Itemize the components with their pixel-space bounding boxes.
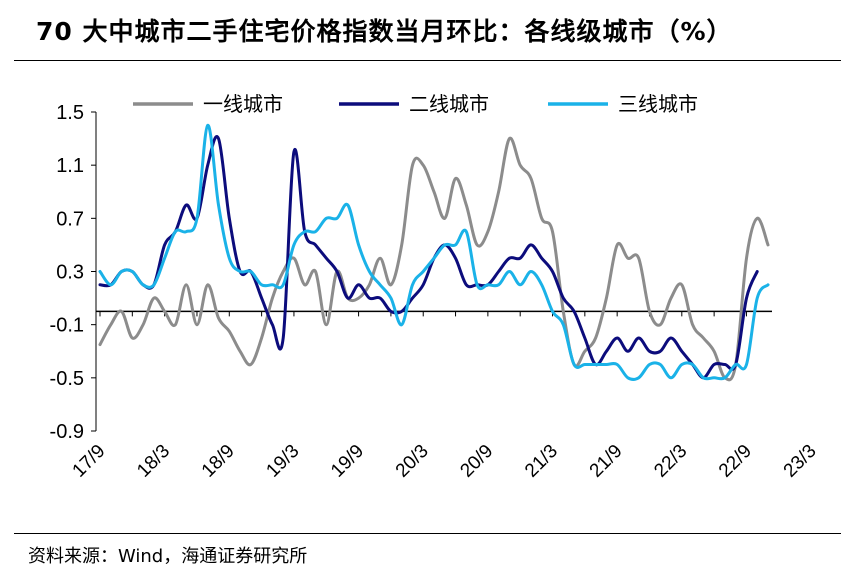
x-tick-label: 22/9 bbox=[715, 441, 756, 482]
source-note: 资料来源：Wind，海通证券研究所 bbox=[28, 546, 308, 567]
x-tick-label: 20/9 bbox=[456, 441, 497, 482]
x-tick-label: 18/9 bbox=[198, 441, 239, 482]
y-tick-label: -0.5 bbox=[50, 368, 84, 390]
series-lines bbox=[98, 123, 770, 382]
x-tick-label: 17/9 bbox=[69, 441, 110, 482]
series-line-tier3 bbox=[98, 123, 770, 381]
line-chart: -0.9 -0.5 -0.1 0.3 0.7 1.1 1.5 17/9 18/3 18/9 19/… bbox=[50, 93, 821, 482]
y-tick-label: 0.3 bbox=[56, 262, 84, 284]
y-tick-label: 0.7 bbox=[56, 208, 84, 230]
title-rule bbox=[14, 60, 841, 61]
x-tick-label: 20/3 bbox=[392, 441, 433, 482]
x-tick-label: 19/3 bbox=[262, 441, 303, 482]
x-tick-label: 19/9 bbox=[327, 441, 368, 482]
chart-title: 70 大中城市二手住宅价格指数当月环比：各线级城市（%） bbox=[36, 17, 733, 46]
legend: 一线城市 二线城市 三线城市 bbox=[133, 93, 698, 116]
x-tick-label: 18/3 bbox=[133, 441, 174, 482]
legend-label: 二线城市 bbox=[409, 93, 489, 116]
legend-label: 一线城市 bbox=[203, 93, 283, 116]
x-tick-label: 21/9 bbox=[586, 441, 627, 482]
y-tick-label: -0.9 bbox=[50, 421, 84, 443]
x-tick-label: 23/3 bbox=[780, 441, 821, 482]
y-tick-label: 1.5 bbox=[56, 102, 84, 124]
legend-label: 三线城市 bbox=[618, 93, 698, 116]
x-tick-label: 22/3 bbox=[650, 441, 691, 482]
footer-rule bbox=[14, 533, 841, 534]
x-tick-label: 21/3 bbox=[521, 441, 562, 482]
series-line-tier1 bbox=[98, 136, 770, 382]
y-tick-label: 1.1 bbox=[56, 155, 84, 177]
y-axis: -0.9 -0.5 -0.1 0.3 0.7 1.1 1.5 bbox=[50, 102, 97, 443]
x-axis: 17/9 18/3 18/9 19/3 19/9 20/3 20/9 21/3 21/9 22/3… bbox=[69, 311, 821, 482]
y-tick-label: -0.1 bbox=[50, 315, 84, 337]
